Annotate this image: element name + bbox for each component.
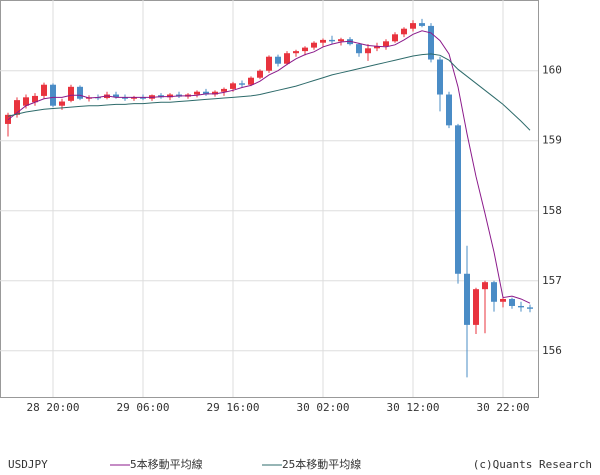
candle-body bbox=[329, 39, 335, 42]
candle-body bbox=[212, 91, 218, 95]
x-tick-label: 29 06:00 bbox=[117, 401, 170, 414]
candle-body bbox=[401, 28, 407, 35]
candle-body bbox=[77, 86, 83, 99]
candle-body bbox=[257, 70, 263, 78]
legend-label: 5本移動平均線 bbox=[130, 457, 203, 471]
candle-body bbox=[248, 77, 254, 85]
candle-body bbox=[203, 91, 209, 95]
candle-body bbox=[239, 83, 245, 85]
candle-body bbox=[167, 94, 173, 98]
y-tick-label: 156 bbox=[542, 344, 562, 357]
legend-label: 25本移動平均線 bbox=[282, 457, 361, 471]
candle-body bbox=[131, 97, 137, 99]
candle-body bbox=[383, 41, 389, 47]
candle-body bbox=[455, 125, 461, 274]
x-tick-label: 30 12:00 bbox=[387, 401, 440, 414]
candle-body bbox=[221, 88, 227, 92]
candle-body bbox=[410, 23, 416, 29]
candle-body bbox=[419, 23, 425, 26]
candle-body bbox=[266, 56, 272, 71]
candle-body bbox=[122, 97, 128, 99]
candle-body bbox=[284, 53, 290, 64]
candle-body bbox=[338, 39, 344, 42]
candle-body bbox=[365, 48, 371, 54]
candle-body bbox=[32, 95, 38, 103]
y-tick-label: 159 bbox=[542, 134, 562, 147]
candle-body bbox=[500, 298, 506, 302]
plot-frame bbox=[0, 0, 539, 398]
y-tick-label: 157 bbox=[542, 274, 562, 287]
candle-body bbox=[50, 84, 56, 106]
credit: (c)Quants Research bbox=[473, 458, 592, 471]
candle-body bbox=[302, 47, 308, 52]
x-tick-label: 30 22:00 bbox=[477, 401, 530, 414]
candle-body bbox=[392, 34, 398, 42]
candle-body bbox=[518, 305, 524, 308]
candle-body bbox=[68, 86, 74, 101]
y-tick-label: 158 bbox=[542, 204, 562, 217]
candle-body bbox=[482, 282, 488, 290]
x-tick-label: 29 16:00 bbox=[207, 401, 260, 414]
candle-body bbox=[293, 51, 299, 54]
candle-body bbox=[527, 307, 533, 309]
candle-body bbox=[194, 91, 200, 95]
candle-body bbox=[320, 39, 326, 43]
candle-body bbox=[509, 298, 515, 306]
candle-body bbox=[491, 282, 497, 302]
candle-body bbox=[140, 97, 146, 99]
candle-body bbox=[464, 273, 470, 325]
candle-body bbox=[23, 97, 29, 106]
candle-body bbox=[473, 289, 479, 325]
candle-body bbox=[59, 101, 65, 106]
candle-body bbox=[437, 59, 443, 95]
candle-body bbox=[230, 83, 236, 89]
y-tick-label: 160 bbox=[542, 64, 562, 77]
candle-body bbox=[41, 84, 47, 96]
ma-line bbox=[7, 53, 531, 131]
candle-body bbox=[14, 100, 20, 115]
candle-body bbox=[446, 94, 452, 126]
symbol: USDJPY bbox=[8, 458, 48, 471]
candle-body bbox=[374, 46, 380, 49]
x-tick-label: 28 20:00 bbox=[27, 401, 80, 414]
candle-body bbox=[275, 56, 281, 64]
candle-body bbox=[356, 44, 362, 54]
candle-body bbox=[113, 94, 119, 98]
x-tick-label: 30 02:00 bbox=[297, 401, 350, 414]
candle-body bbox=[311, 42, 317, 48]
candle-body bbox=[428, 25, 434, 60]
ma-line bbox=[7, 30, 531, 304]
